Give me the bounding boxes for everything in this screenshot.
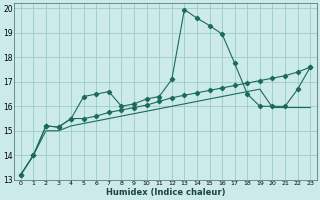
- X-axis label: Humidex (Indice chaleur): Humidex (Indice chaleur): [106, 188, 225, 197]
